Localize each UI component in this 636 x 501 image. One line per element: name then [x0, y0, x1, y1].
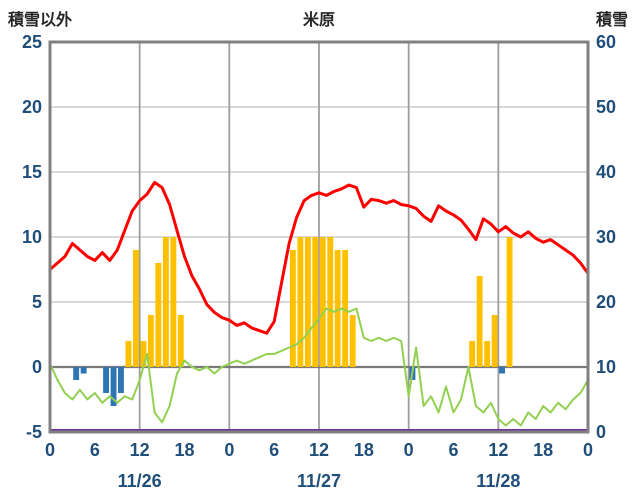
x-axis-tick: 18 — [174, 440, 194, 460]
right-axis-tick: 20 — [596, 292, 616, 312]
x-axis-tick: 6 — [448, 440, 458, 460]
x-axis-tick: 18 — [354, 440, 374, 460]
x-axis-tick: 12 — [309, 440, 329, 460]
left-axis-tick: 10 — [22, 227, 42, 247]
x-axis-tick: 12 — [488, 440, 508, 460]
left-axis-tick: 5 — [32, 292, 42, 312]
left-axis-tick: -5 — [26, 422, 42, 442]
right-axis-tick: 40 — [596, 162, 616, 182]
red_line — [48, 180, 590, 335]
date-labels: 11/26 11/27 11/28 — [118, 471, 521, 491]
date-label: 11/27 — [297, 471, 341, 491]
left-axis-ticks: 25 20 15 10 5 0 -5 — [22, 32, 42, 442]
x-axis-tick: 6 — [269, 440, 279, 460]
right-axis-tick: 60 — [596, 32, 616, 52]
green_line — [49, 307, 589, 427]
left-axis-tick: 20 — [22, 97, 42, 117]
left-axis-tick: 0 — [32, 357, 42, 377]
right-axis-tick: 30 — [596, 227, 616, 247]
left-axis-tick: 25 — [22, 32, 42, 52]
yellow_bars — [125, 237, 513, 367]
x-axis-tick: 0 — [583, 440, 593, 460]
left-axis-title: 積雪以外 — [8, 12, 73, 29]
left-axis-tick: 15 — [22, 162, 42, 182]
right-axis-ticks: 60 50 40 30 20 10 0 — [596, 32, 616, 442]
x-axis-tick: 0 — [45, 440, 55, 460]
right-axis-tick: 0 — [596, 422, 606, 442]
x-axis-tick: 0 — [404, 440, 414, 460]
plot-border — [48, 40, 590, 434]
x-axis-tick: 18 — [533, 440, 553, 460]
x-axis-tick: 0 — [224, 440, 234, 460]
right-axis-tick: 10 — [596, 357, 616, 377]
x-axis-tick: 6 — [90, 440, 100, 460]
station-title: 米原 — [302, 12, 335, 29]
right-axis-title: 積雪 — [595, 12, 628, 29]
x-axis-ticks: 0 6 12 18 0 6 12 18 0 6 12 18 0 — [45, 440, 593, 460]
right-axis-tick: 50 — [596, 97, 616, 117]
x-axis-tick: 12 — [130, 440, 150, 460]
date-label: 11/28 — [476, 471, 520, 491]
date-label: 11/26 — [118, 471, 162, 491]
